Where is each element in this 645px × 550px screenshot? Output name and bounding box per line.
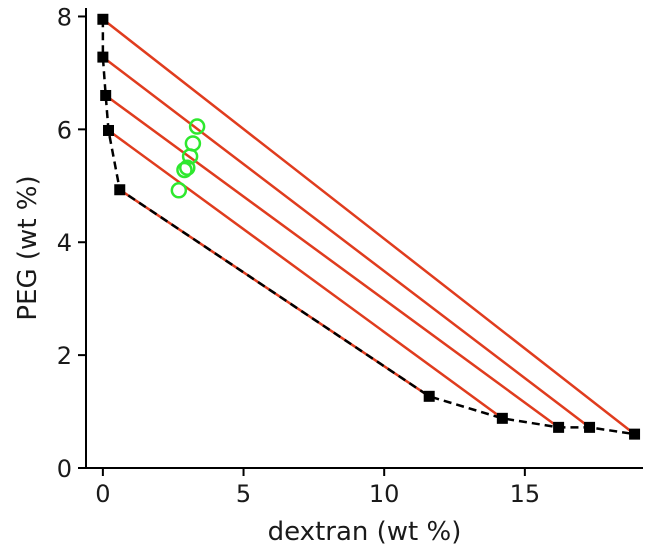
circle-point xyxy=(176,161,193,179)
circle-series xyxy=(170,118,206,199)
y-tick-label: 8 xyxy=(57,3,72,31)
binodal-point xyxy=(629,428,641,440)
x-tick-label: 15 xyxy=(510,480,541,508)
y-axis-title: PEG (wt %) xyxy=(13,175,43,320)
binodal-point xyxy=(100,89,112,101)
y-tick-label: 4 xyxy=(57,229,72,257)
binodal-point xyxy=(114,184,126,196)
circle-point xyxy=(184,135,202,152)
y-tick-label: 0 xyxy=(57,455,72,483)
binodal-point xyxy=(496,412,508,424)
circle-point xyxy=(179,159,196,176)
axes xyxy=(85,8,643,469)
tie-line xyxy=(107,129,504,420)
x-tick-label: 5 xyxy=(236,480,251,508)
circle-point xyxy=(188,118,206,135)
tie-line xyxy=(102,56,591,429)
binodal-point xyxy=(97,51,109,63)
ticks: 0 5 10 15 0 2 4 6 8 xyxy=(57,3,540,508)
binodal-line xyxy=(101,19,635,436)
binodal-point xyxy=(584,421,596,433)
x-tick-label: 0 xyxy=(95,480,110,508)
tie-lines xyxy=(102,18,636,436)
y-tick-label: 2 xyxy=(57,342,72,370)
binodal-point xyxy=(97,13,109,25)
binodal-point xyxy=(103,124,115,136)
binodal-curve xyxy=(97,13,641,440)
x-axis-title: dextran (wt %) xyxy=(268,517,462,547)
tie-line xyxy=(104,94,560,429)
tie-line xyxy=(102,18,636,436)
circle-point xyxy=(170,182,188,199)
binodal-point xyxy=(423,390,435,402)
binodal-point xyxy=(553,421,565,433)
y-tick-label: 6 xyxy=(57,116,72,144)
x-tick-label: 10 xyxy=(369,480,400,508)
